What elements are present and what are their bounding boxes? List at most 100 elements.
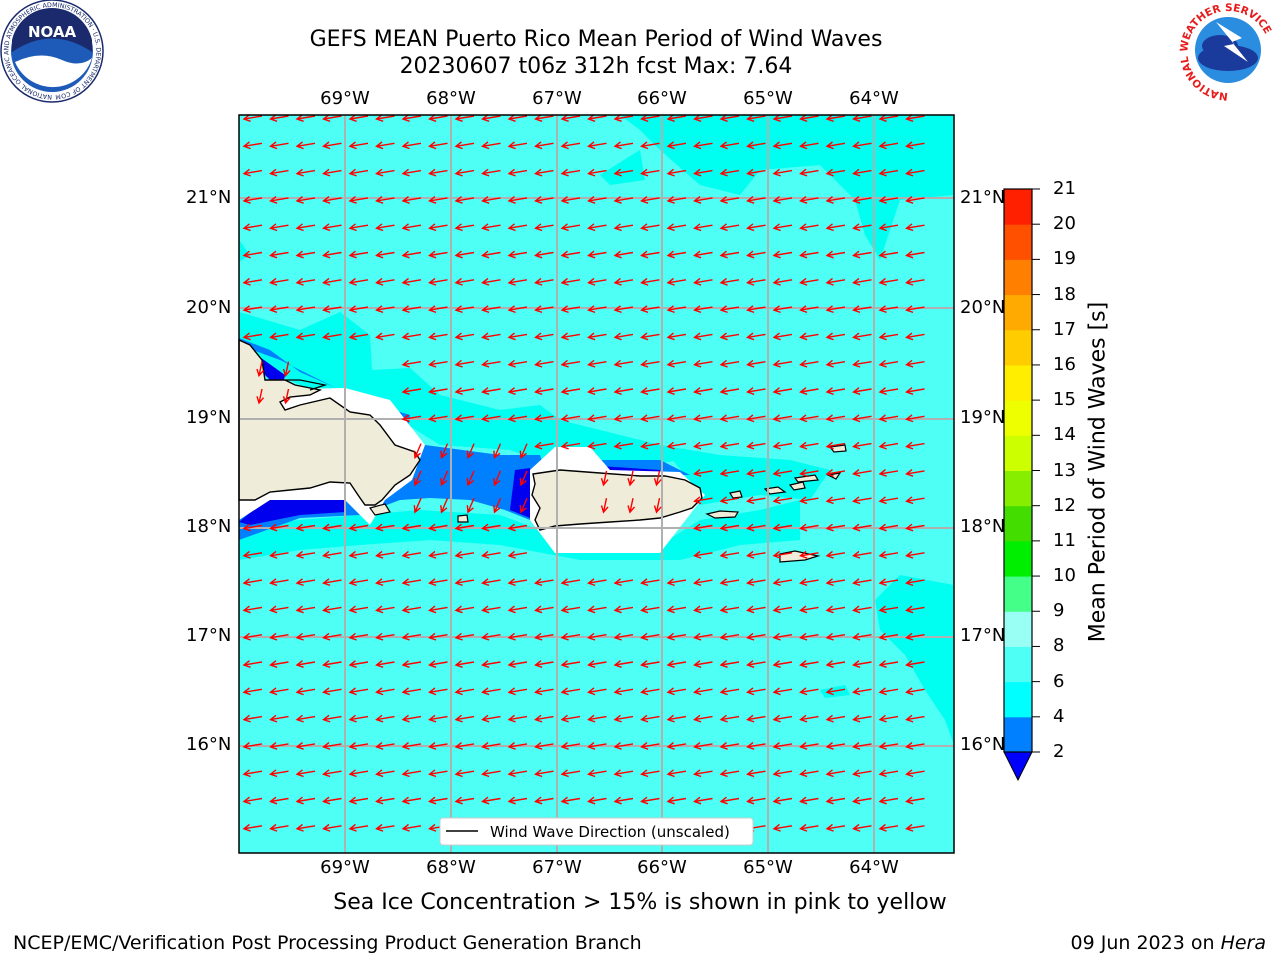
- wind-wave-arrow: [534, 660, 554, 668]
- wind-wave-arrow: [322, 550, 342, 559]
- wind-wave-arrow: [269, 769, 289, 778]
- wind-wave-arrow: [825, 796, 846, 805]
- wind-wave-arrow: [560, 660, 581, 668]
- wind-wave-arrow: [348, 141, 369, 150]
- wind-wave-arrow: [428, 305, 448, 314]
- wind-wave-arrow: [666, 223, 687, 232]
- wind-wave-arrow: [693, 305, 713, 314]
- wind-wave-arrow: [587, 714, 607, 723]
- wind-wave-arrow: [878, 196, 899, 204]
- wind-wave-arrow: [640, 823, 660, 832]
- colorbar-tick-label: 21: [1053, 178, 1076, 199]
- wind-wave-arrow: [348, 660, 369, 668]
- wind-wave-arrow: [613, 660, 634, 668]
- wind-wave-arrow: [905, 578, 925, 587]
- wind-wave-arrow: [746, 578, 766, 587]
- wind-wave-arrow: [560, 714, 581, 723]
- wind-wave-arrow: [719, 742, 740, 750]
- wind-wave-arrow: [454, 141, 475, 150]
- wind-wave-arrow: [878, 141, 899, 150]
- wind-wave-arrow: [746, 796, 766, 805]
- lon-label-top: 66°W: [637, 88, 687, 109]
- wind-wave-arrow: [454, 605, 475, 614]
- wind-wave-arrow: [348, 305, 369, 314]
- nws-logo: NATIONAL WEATHER SERVICE: [1178, 1, 1277, 102]
- wind-wave-arrow: [560, 742, 581, 750]
- colorbar-segment: [1004, 716, 1032, 753]
- wind-wave-arrow: [269, 796, 289, 805]
- wind-wave-arrow: [587, 632, 607, 641]
- wind-wave-arrow: [507, 523, 528, 532]
- wind-wave-arrow: [295, 660, 316, 668]
- wind-wave-arrow: [428, 687, 448, 696]
- wind-wave-arrow: [454, 578, 475, 587]
- wind-wave-arrow: [587, 359, 607, 368]
- wind-wave-arrow: [772, 223, 793, 232]
- wind-wave-arrow: [454, 687, 475, 696]
- wind-wave-arrow: [719, 114, 740, 122]
- wind-wave-arrow: [322, 796, 342, 805]
- wind-wave-arrow: [799, 523, 819, 532]
- wind-wave-arrow: [295, 223, 316, 232]
- wind-wave-arrow: [560, 578, 581, 587]
- wind-wave-arrow: [481, 250, 501, 259]
- wind-wave-arrow: [295, 114, 316, 122]
- wind-wave-arrow: [534, 769, 554, 778]
- wind-wave-arrow: [640, 742, 660, 750]
- wind-wave-arrow: [600, 470, 609, 487]
- wind-wave-arrow: [746, 114, 766, 122]
- wind-wave-arrow: [719, 632, 740, 641]
- colorbar-segment: [1004, 611, 1032, 647]
- wind-wave-arrow: [905, 769, 925, 778]
- wind-wave-arrow: [746, 168, 766, 177]
- wind-wave-arrow: [666, 441, 687, 450]
- wave-period-region-6-8-coast-west: [239, 312, 680, 470]
- wind-wave-arrow: [295, 250, 316, 259]
- wind-wave-arrow: [454, 742, 475, 750]
- wind-wave-arrow: [587, 687, 607, 696]
- wind-wave-arrow: [825, 769, 846, 778]
- wave-period-region-6-8-coast-south: [239, 500, 800, 560]
- wind-wave-arrow: [746, 141, 766, 150]
- wind-wave-arrow: [640, 196, 660, 204]
- wind-wave-arrow: [560, 196, 581, 204]
- wind-wave-arrow: [693, 196, 713, 204]
- wind-wave-arrow: [269, 605, 289, 614]
- lon-label-bottom: 67°W: [532, 857, 582, 878]
- wind-wave-arrow: [825, 660, 846, 668]
- wind-wave-arrow: [772, 168, 793, 177]
- wind-wave-arrow: [348, 114, 369, 122]
- wind-wave-arrow: [878, 359, 899, 368]
- wind-wave-arrow: [534, 796, 554, 805]
- wind-wave-arrow: [852, 387, 872, 395]
- wind-wave-arrow: [401, 796, 422, 805]
- land-tortola: [793, 474, 820, 483]
- wind-wave-arrow: [693, 141, 713, 150]
- wind-wave-arrow: [269, 332, 289, 341]
- wind-wave-arrow: [719, 332, 740, 341]
- wind-wave-arrow: [693, 387, 713, 395]
- wind-wave-arrow: [401, 277, 422, 286]
- wind-wave-arrow: [295, 578, 316, 587]
- wind-wave-arrow: [852, 469, 872, 477]
- wind-wave-arrow: [772, 387, 793, 395]
- wind-wave-arrow: [746, 414, 766, 423]
- wind-wave-arrow: [825, 305, 846, 314]
- wind-wave-arrow: [746, 387, 766, 395]
- wind-wave-direction-arrows: [242, 114, 925, 832]
- wind-wave-arrow: [772, 687, 793, 696]
- wind-wave-arrow: [905, 823, 925, 832]
- wind-wave-arrow: [587, 796, 607, 805]
- wind-wave-arrow: [772, 523, 793, 532]
- wind-wave-arrow: [878, 523, 899, 532]
- wind-wave-arrow: [375, 114, 395, 122]
- wind-wave-arrow: [878, 742, 899, 750]
- wind-wave-arrow: [375, 632, 395, 641]
- wind-wave-arrow: [772, 632, 793, 641]
- wind-wave-arrow: [242, 796, 263, 805]
- wind-wave-arrow: [719, 141, 740, 150]
- wind-wave-arrow: [534, 141, 554, 150]
- wind-wave-arrow: [322, 250, 342, 259]
- wind-wave-arrow: [493, 497, 502, 514]
- wind-wave-arrow: [746, 196, 766, 204]
